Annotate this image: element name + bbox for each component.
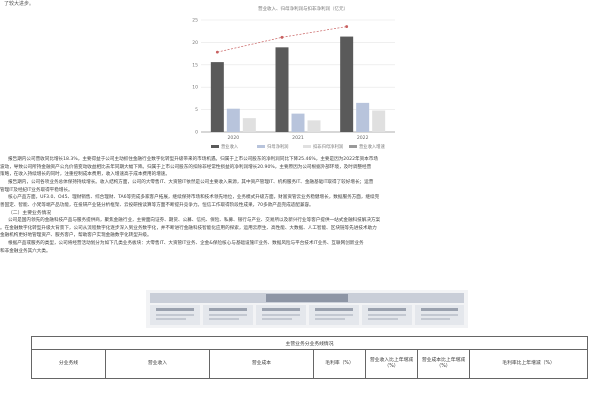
text-line: 策略，在收入持续增长的同时，注重控制成本费用，收入增速高于成本费用的增速。: [0, 172, 170, 178]
trend-point: [215, 50, 219, 54]
table-header: 营业收入: [105, 349, 210, 379]
text-line: 报告期内公司营收同比增长18.3%，主要得益于公司主动抓住金融行业数字化转型升级…: [8, 157, 378, 162]
table-caption: 主营业务分业务线情况: [30, 336, 589, 350]
revenue-bar-chart: 营业收入、归母净利润与扣非净利润（亿元） 0 5 10 15 20 25 2020 2021…: [173, 6, 401, 156]
paragraph-5: 根据产品或服务的类型，公司将经营活动划分为如下几类业务板块：大零售IT、大资管I…: [0, 240, 614, 255]
x-tick-label: 2022: [357, 135, 369, 141]
legend-swatch: [257, 145, 265, 148]
text-line: 金融机构更好地管理资产、服务客户，帮助客户实现金融数字化转型升级。: [0, 233, 152, 239]
text-line: 公司是国内领先的金融科技产品与服务提供商，聚焦金融行业，主要面向证券、期货、公募…: [8, 218, 381, 223]
table-header: 营业成本比上年增减（%）: [417, 349, 470, 379]
x-tick-label: 2021: [292, 135, 304, 141]
chart-title: 营业收入、归母净利润与扣非净利润（亿元）: [258, 7, 348, 12]
chart-x-ticks: 2020 2021 2022: [227, 135, 368, 141]
trend-point: [280, 35, 284, 39]
paragraph-3: 核心产品方面，UF3.0、O45、理财销售、综合理财、TA6等完成多家客户拓展，…: [0, 194, 614, 209]
top-text: 了较大进步。: [4, 1, 35, 7]
bar: [242, 118, 256, 132]
table-header: 分业务线: [31, 349, 106, 379]
paragraph-2: 报告期内，公司各项业务总体保持持续增长。收入结构方面，公司的大零售IT、大资管I…: [0, 179, 614, 194]
bar: [307, 120, 321, 132]
legend-swatch: [349, 145, 357, 148]
text-line: 报告期内，公司各项业务总体保持持续增长。收入结构方面，公司的大零售IT、大资管I…: [8, 180, 374, 185]
table-header: 毛利率（%）: [313, 349, 366, 379]
trend-point: [345, 25, 349, 28]
table-header: 营业收入比上年增减（%）: [365, 349, 418, 379]
y-tick-label: 10: [192, 85, 198, 91]
legend-label: 归母净利润: [267, 143, 288, 150]
chart-bars: [210, 36, 386, 132]
diagram-title-block: [266, 294, 348, 302]
table-header: 营业成本: [209, 349, 314, 379]
section-heading: （二）主要业务情况: [8, 211, 52, 216]
bar: [275, 47, 289, 132]
text-line: 波动，导致公司所持金融资产公允价值变动收益相比去年同期大幅下降。归属于上市公司股…: [0, 164, 372, 170]
y-tick-label: 15: [192, 62, 198, 68]
bar: [372, 110, 386, 132]
legend-label: 扣非归母净利润: [313, 143, 343, 150]
text-line: 核心产品方面，UF3.0、O45、理财销售、综合理财、TA6等完成多家客户拓展，…: [8, 195, 380, 200]
text-line: 。在金融数字化转型升级大背景下，公司从流程数字化逐步深入到业务数字化，并不断进行…: [0, 225, 377, 231]
paragraph-4: 公司是国内领先的金融科技产品与服务提供商，聚焦金融行业，主要面向证券、期货、公募…: [0, 217, 614, 240]
bar: [210, 62, 224, 132]
bar: [291, 113, 305, 132]
business-line-table: 主营业务分业务线情况 分业务线 营业收入 营业成本 毛利率（%） 营业收入比上年…: [30, 336, 589, 379]
x-tick-label: 2020: [227, 135, 239, 141]
text-line: 和非金融业务其六大类。: [0, 248, 51, 254]
y-tick-label: 5: [195, 107, 198, 113]
y-tick-label: 25: [192, 18, 198, 24]
chart-legend: 营业收入 归母净利润 扣非归母净利润 营业收入增速: [211, 143, 385, 150]
y-tick-label: 0: [195, 130, 198, 136]
text-line: 善固定、智能、小梵等端产品功能，在投研产业链分析框架、云投研搜读算等方面不断提升…: [0, 202, 314, 208]
trend-line: [217, 26, 347, 53]
paragraph-1: 报告期内公司营收同比增长18.3%，主要得益于公司主动抓住金融行业数字化转型升级…: [0, 156, 614, 179]
chart-trend-line: [215, 25, 349, 54]
legend-swatch: [211, 145, 219, 148]
y-tick-label: 20: [192, 40, 198, 46]
legend-label: 营业收入: [221, 143, 239, 150]
bar: [340, 36, 354, 132]
legend-swatch: [303, 145, 311, 148]
text-line: 管理IT及经纪IT业务取得平稳增长。: [0, 187, 73, 193]
chart-y-ticks: 0 5 10 15 20 25: [192, 18, 198, 136]
bar: [356, 102, 370, 132]
chart-svg: 0 5 10 15 20 25 2020 2021 2022 营业收入 归母净利润 扣非归母净利润…: [192, 18, 395, 150]
legend-label: 营业收入增速: [359, 143, 385, 150]
bar: [226, 108, 240, 132]
text-line: 根据产品或服务的类型，公司将经营活动划分为如下几类业务板块：大零售IT、大资管I…: [8, 241, 364, 246]
table-header: 毛利率比上年增减（%）: [468, 349, 589, 379]
business-structure-diagram: [146, 290, 468, 328]
